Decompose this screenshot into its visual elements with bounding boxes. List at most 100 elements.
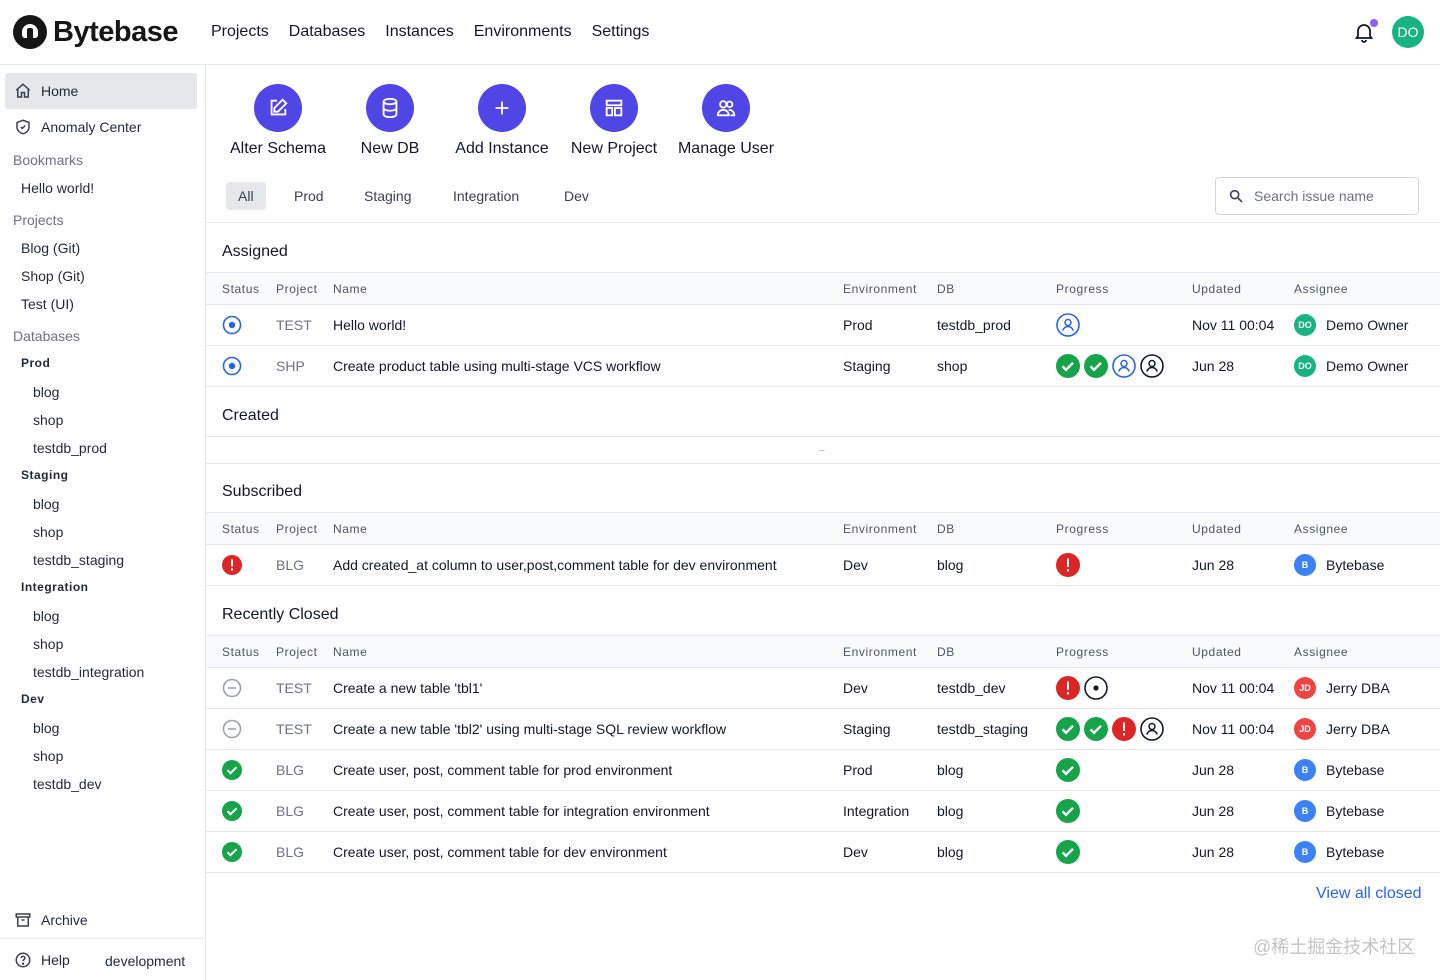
assignee-name: Bytebase: [1326, 557, 1385, 573]
table-row[interactable]: BLG Create user, post, comment table for …: [206, 791, 1440, 832]
sidebar-project-item[interactable]: Shop (Git): [21, 268, 85, 284]
new-project-button[interactable]: New Project: [554, 84, 674, 158]
manage-user-label: Manage User: [677, 140, 775, 157]
column-header-progress: Progress: [1056, 522, 1109, 536]
sidebar-item-archive[interactable]: Archive: [5, 902, 197, 938]
tab-all[interactable]: All: [226, 182, 266, 210]
view-all-closed-link[interactable]: View all closed: [1316, 885, 1422, 902]
help-button[interactable]: Help: [14, 951, 70, 969]
brand[interactable]: Bytebase: [13, 15, 178, 49]
sidebar-db-item[interactable]: testdb_integration: [33, 664, 145, 680]
bell-icon[interactable]: [1352, 19, 1378, 44]
progress-dot-icon: [1084, 676, 1108, 700]
row-assignee: JD Jerry DBA: [1294, 677, 1390, 699]
sidebar-db-item[interactable]: shop: [33, 636, 64, 652]
empty-state: –: [819, 445, 825, 456]
row-assignee: B Bytebase: [1294, 759, 1384, 781]
row-project: BLG: [276, 762, 305, 778]
sidebar-db-item[interactable]: testdb_staging: [33, 552, 125, 568]
search-box[interactable]: [1215, 177, 1419, 215]
subscribed-section-title: Subscribed: [222, 483, 303, 500]
nav-projects[interactable]: Projects: [210, 23, 269, 40]
divider: [206, 463, 1440, 464]
alter-schema-button[interactable]: Alter Schema: [218, 84, 338, 158]
row-issue-name[interactable]: Create user, post, comment table for dev…: [333, 844, 667, 860]
assignee-name: Jerry DBA: [1326, 721, 1390, 737]
sidebar-db-item[interactable]: shop: [33, 748, 64, 764]
nav-databases[interactable]: Databases: [288, 23, 366, 40]
sidebar-db-item[interactable]: blog: [33, 720, 60, 736]
row-issue-name[interactable]: Add created_at column to user,post,comme…: [333, 557, 777, 573]
status-canceled-icon: [222, 678, 242, 698]
sidebar-db-item[interactable]: blog: [33, 608, 60, 624]
search-input[interactable]: [1254, 188, 1404, 204]
environment-mode-label: development: [105, 953, 186, 969]
table-header: Status Project Name Environment DB Progr…: [206, 272, 1440, 305]
row-issue-name[interactable]: Create product table using multi-stage V…: [333, 358, 661, 374]
sidebar-db-item[interactable]: blog: [33, 496, 60, 512]
manage-user-button[interactable]: Manage User: [666, 84, 786, 158]
archive-icon: [15, 913, 31, 927]
sidebar: Home Anomaly Center Bookmarks Hello worl…: [0, 65, 206, 980]
column-header-name: Name: [333, 522, 368, 536]
row-environment: Staging: [843, 721, 891, 737]
progress-done-icon: [1056, 758, 1080, 782]
column-header-name: Name: [333, 645, 368, 659]
progress-done-icon: [1056, 354, 1080, 378]
status-error-icon: [222, 555, 242, 575]
nav-environments[interactable]: Environments: [473, 23, 572, 40]
tab-integration[interactable]: Integration: [453, 188, 520, 204]
sidebar-item-label: Archive: [41, 912, 88, 928]
avatar: JD: [1294, 718, 1316, 740]
row-issue-name[interactable]: Create a new table 'tbl2' using multi-st…: [333, 721, 727, 737]
add-instance-button[interactable]: Add Instance: [442, 84, 562, 158]
avatar: DO: [1294, 355, 1316, 377]
row-issue-name[interactable]: Create user, post, comment table for pro…: [333, 762, 673, 778]
row-issue-name[interactable]: Create a new table 'tbl1': [333, 680, 483, 696]
row-db: blog: [937, 844, 964, 860]
row-project: BLG: [276, 803, 305, 819]
sidebar-env-integration[interactable]: Integration: [21, 580, 89, 594]
alter-schema-label: Alter Schema: [229, 140, 327, 157]
sidebar-env-staging[interactable]: Staging: [21, 468, 69, 482]
nav-instances[interactable]: Instances: [385, 23, 454, 40]
row-assignee: DO Demo Owner: [1294, 314, 1408, 336]
row-progress: [1056, 758, 1084, 782]
template-icon: [605, 99, 623, 117]
sidebar-env-dev[interactable]: Dev: [21, 692, 45, 706]
sidebar-project-item[interactable]: Test (UI): [21, 296, 74, 312]
tab-dev[interactable]: Dev: [564, 188, 589, 204]
bookmark-item[interactable]: Hello world!: [21, 180, 95, 196]
column-header-environment: Environment: [843, 282, 917, 296]
sidebar-project-item[interactable]: Blog (Git): [21, 240, 81, 256]
table-row[interactable]: BLG Add created_at column to user,post,co…: [206, 545, 1440, 586]
sidebar-db-item[interactable]: testdb_prod: [33, 440, 107, 456]
sidebar-env-prod[interactable]: Prod: [21, 356, 51, 370]
column-header-environment: Environment: [843, 522, 917, 536]
sidebar-item-label: Home: [41, 83, 79, 99]
sidebar-db-item[interactable]: testdb_dev: [33, 776, 102, 792]
table-row[interactable]: BLG Create user, post, comment table for …: [206, 750, 1440, 791]
column-header-db: DB: [937, 645, 955, 659]
new-db-button[interactable]: New DB: [330, 84, 450, 158]
sidebar-db-item[interactable]: shop: [33, 524, 64, 540]
table-row[interactable]: TEST Create a new table 'tbl1' Dev testdb_d…: [206, 668, 1440, 709]
row-progress: [1056, 553, 1084, 577]
row-db: blog: [937, 803, 964, 819]
table-row[interactable]: BLG Create user, post, comment table for …: [206, 832, 1440, 873]
sidebar-item-anomaly-center[interactable]: Anomaly Center: [5, 109, 197, 145]
tab-staging[interactable]: Staging: [364, 188, 412, 204]
user-avatar[interactable]: DO: [1392, 16, 1424, 48]
nav-settings[interactable]: Settings: [591, 23, 650, 40]
table-row[interactable]: TEST Hello world! Prod testdb_prod Nov 11 00…: [206, 305, 1440, 346]
table-row[interactable]: TEST Create a new table 'tbl2' using mult…: [206, 709, 1440, 750]
sidebar-db-item[interactable]: blog: [33, 384, 60, 400]
add-instance-label: Add Instance: [455, 140, 549, 157]
sidebar-db-item[interactable]: shop: [33, 412, 64, 428]
row-issue-name[interactable]: Hello world!: [333, 317, 407, 333]
tab-prod[interactable]: Prod: [294, 188, 324, 204]
row-assignee: JD Jerry DBA: [1294, 718, 1390, 740]
row-issue-name[interactable]: Create user, post, comment table for int…: [333, 803, 710, 819]
sidebar-item-home[interactable]: Home: [5, 73, 197, 109]
table-row[interactable]: SHP Create product table using multi-stag…: [206, 346, 1440, 387]
